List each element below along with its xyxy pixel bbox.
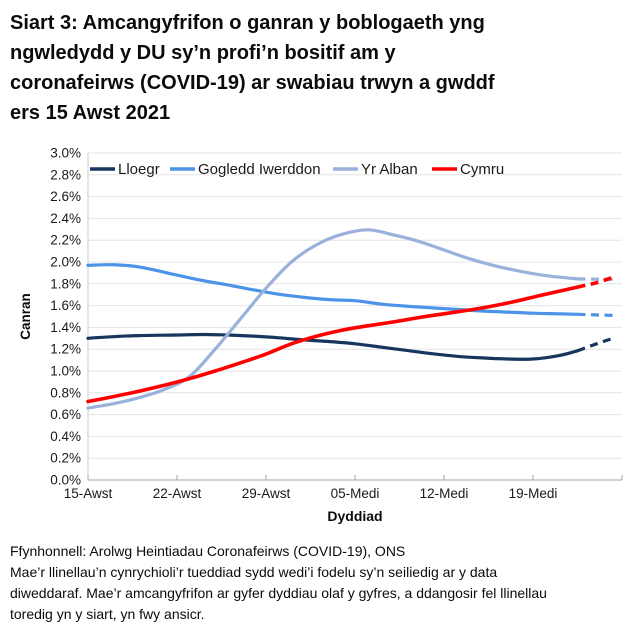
y-tick-label: 1.8%: [50, 276, 81, 291]
series-line-gogledd-iwerddon: [86, 263, 580, 316]
y-tick-label: 1.0%: [50, 364, 81, 379]
series-line-cymru: [86, 285, 580, 404]
page-title: Siart 3: Amcangyfrifon o ganran y boblog…: [10, 12, 495, 124]
y-tick-label: 3.0%: [50, 146, 81, 161]
x-tick-label: 05-Medi: [331, 486, 380, 501]
series-dashed-lloegr: [576, 336, 614, 353]
x-tick-label: 22-Awst: [153, 486, 202, 501]
series-dashed-cymru: [577, 275, 614, 289]
legend-label-lloegr: Lloegr: [118, 161, 160, 178]
x-axis-title: Dyddiad: [327, 508, 382, 524]
legend-label-yr-alban: Yr Alban: [361, 161, 418, 178]
covid-positivity-line-chart: 0.0% 0.2% 0.4% 0.6% 0.8% 1.0% 1.2% 1.4% 1.6% 1.8%…: [18, 146, 623, 524]
y-tick-label: 0.4%: [50, 429, 81, 444]
legend-label-gogledd-iwerddon: Gogledd Iwerddon: [198, 161, 321, 178]
chart-footer: Ffynhonnell: Arolwg Heintiadau Coronafei…: [10, 541, 624, 625]
y-tick-label: 2.4%: [50, 211, 81, 226]
series-line-yr-alban: [86, 228, 580, 410]
y-axis-title: Canran: [18, 293, 33, 340]
y-tick-label: 1.6%: [50, 298, 81, 313]
footer-source: Ffynhonnell: Arolwg Heintiadau Coronafei…: [10, 543, 406, 559]
legend-label-cymru: Cymru: [460, 161, 504, 178]
x-tick-label: 12-Medi: [420, 486, 469, 501]
y-tick-label: 0.0%: [50, 473, 81, 488]
y-tick-label: 0.8%: [50, 385, 81, 400]
x-tick-label: 29-Awst: [242, 486, 291, 501]
y-tick-label: 0.2%: [50, 451, 81, 466]
x-tick-label: 19-Medi: [509, 486, 558, 501]
y-tick-label: 0.6%: [50, 407, 81, 422]
footer-note: Mae’r llinellau’n cynrychioli’r tueddiad…: [10, 564, 547, 622]
y-tick-label: 2.6%: [50, 189, 81, 204]
x-tick-label: 15-Awst: [64, 486, 113, 501]
y-tick-label: 2.8%: [50, 167, 81, 182]
y-tick-label: 2.2%: [50, 233, 81, 248]
y-tick-label: 1.4%: [50, 320, 81, 335]
chart-area: 0.0% 0.2% 0.4% 0.6% 0.8% 1.0% 1.2% 1.4% 1.6% 1.8%…: [0, 140, 629, 540]
y-tick-label: 2.0%: [50, 255, 81, 270]
y-tick-label: 1.2%: [50, 342, 81, 357]
series-line-lloegr: [86, 332, 580, 361]
series-dashed-gogledd-iwerddon: [577, 312, 614, 317]
